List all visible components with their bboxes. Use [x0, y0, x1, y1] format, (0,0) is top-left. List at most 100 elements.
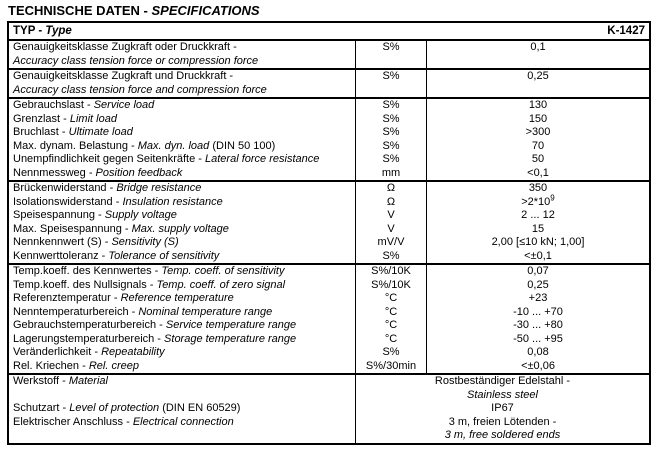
label-de: Lagerungstemperaturbereich - — [13, 332, 161, 345]
spec-label-cell: Brückenwiderstand - Bridge resistance — [9, 182, 356, 196]
spec-unit-cell: S% — [356, 249, 427, 263]
spec-label-cell: Lagerungstemperaturbereich - Storage tem… — [9, 332, 356, 346]
spec-value-cell: -10 ... +70 — [513, 305, 563, 318]
spec-value-cell: 70 — [531, 139, 545, 152]
label-en: Material — [68, 375, 108, 387]
label-en: Accuracy class tension force and compres… — [13, 83, 267, 96]
page-title: TECHNISCHE DATEN - SPECIFICATIONS — [8, 3, 651, 18]
page-title-italic: SPECIFICATIONS — [151, 3, 260, 18]
spec-label-cell: Speisespannung - Supply voltage — [9, 209, 356, 223]
spec-unit-cell: mV/V — [356, 236, 427, 250]
label-de: Genauigkeitsklasse Zugkraft oder Druckkr… — [13, 41, 237, 53]
spec-row: Genauigkeitsklasse Zugkraft oder Druckkr… — [9, 41, 649, 68]
spec-value-cell: 0,07 — [527, 265, 549, 277]
label-line-spacer — [13, 389, 355, 403]
spec-row: Bruchlast - Ultimate load S% >300 — [9, 126, 649, 140]
label-en: Supply voltage — [104, 209, 177, 221]
spec-span-value-cell: Rostbeständiger Edelstahl - Stainless st… — [356, 375, 649, 443]
spec-value-cell: 2,00 [≤10 kN; 1,00] — [491, 236, 585, 248]
value-line: Rostbeständiger Edelstahl - — [434, 375, 571, 387]
label-de: Rel. Kriechen - — [13, 359, 86, 372]
spec-unit-cell: °C — [356, 292, 427, 306]
spec-value-cell: <±0,06 — [521, 359, 555, 372]
spec-label-cell: Temp.koeff. des Kennwertes - Temp. coeff… — [9, 265, 356, 279]
spec-unit-cell: °C — [356, 319, 427, 333]
spec-value-cell: >2*109 — [427, 193, 649, 210]
value-line: 3 m, freien Lötenden - — [448, 415, 557, 428]
label-en: Bridge resistance — [116, 182, 202, 194]
label-en: Sensitivity (S) — [111, 236, 179, 248]
section-temperature: Temp.koeff. des Kennwertes - Temp. coeff… — [9, 263, 649, 373]
spec-label-cell: Veränderlichkeit - Repeatability — [9, 346, 356, 360]
spec-label-cell: Genauigkeitsklasse Zugkraft und Druckkra… — [9, 70, 356, 97]
spec-unit-cell: S%/30min — [356, 359, 427, 373]
spec-label-cell: Max. Speisespannung - Max. supply voltag… — [9, 222, 356, 236]
spec-unit-cell: S% — [356, 112, 427, 126]
value-line-italic: Stainless steel — [467, 388, 538, 401]
section-accuracy-or: Genauigkeitsklasse Zugkraft oder Druckkr… — [9, 39, 649, 68]
spec-row: Veränderlichkeit - Repeatability S% 0,08 — [9, 346, 649, 360]
label-en: Accuracy class tension force or compress… — [13, 54, 259, 67]
label-de: Max. dynam. Belastung - — [13, 139, 135, 152]
label-en: Lateral force resistance — [205, 153, 320, 165]
spec-value-cell: 15 — [531, 222, 545, 235]
spec-value-cell: -50 ... +95 — [513, 332, 563, 345]
label-en: Service load — [93, 99, 155, 111]
spec-value-cell: -30 ... +80 — [513, 319, 563, 331]
label-de: Veränderlichkeit - — [13, 346, 98, 358]
spec-label-cell: Max. dynam. Belastung - Max. dyn. load (… — [9, 139, 356, 153]
value-base: >2*10 — [521, 195, 551, 208]
spec-value-cell: 2 ... 12 — [521, 209, 555, 221]
label-en: Insulation resistance — [122, 195, 223, 208]
spec-row: Temp.koeff. des Kennwertes - Temp. coeff… — [9, 265, 649, 279]
spec-row: Referenztemperatur - Reference temperatu… — [9, 292, 649, 306]
label-de: Bruchlast - — [13, 126, 66, 138]
type-label-en: Type — [45, 25, 72, 37]
label-en: Service temperature range — [165, 319, 297, 331]
spec-label-cell: Bruchlast - Ultimate load — [9, 126, 356, 140]
label-en: Max. dyn. load — [137, 139, 210, 152]
spec-row: Max. Speisespannung - Max. supply voltag… — [9, 222, 649, 236]
spec-value-cell: 0,1 — [530, 41, 546, 53]
spec-value-cell: >300 — [525, 126, 551, 138]
label-en: Repeatability — [101, 346, 165, 358]
spec-label-cell: Grenzlast - Limit load — [9, 112, 356, 126]
spec-value-cell: +23 — [528, 292, 548, 304]
label-de: Gebrauchstemperaturbereich - — [13, 319, 163, 331]
spec-unit-cell: Ω — [356, 195, 427, 209]
spec-row: Werkstoff - Material Schutzart - Level o… — [9, 375, 649, 443]
label-de: Nenntemperaturbereich - — [13, 305, 136, 318]
spec-table: TYP - Type K-1427 Genauigkeitsklasse Zug… — [7, 21, 651, 445]
spec-unit-cell: S% — [356, 126, 427, 140]
spec-label-cell: Gebrauchslast - Service load — [9, 99, 356, 113]
spec-label-cell: Nenntemperaturbereich - Nominal temperat… — [9, 305, 356, 319]
spec-row: Brückenwiderstand - Bridge resistance Ω … — [9, 182, 649, 196]
spec-row: Isolationswiderstand - Insulation resist… — [9, 193, 649, 210]
label-line: Schutzart - Level of protection (DIN EN … — [13, 402, 355, 416]
spec-label-cell: Genauigkeitsklasse Zugkraft oder Druckkr… — [9, 41, 356, 68]
spec-label-cell: Rel. Kriechen - Rel. creep — [9, 359, 356, 373]
label-de: Nennkennwert (S) - — [13, 236, 109, 248]
label-line: Werkstoff - Material — [13, 375, 355, 389]
spec-row: Nennkennwert (S) - Sensitivity (S) mV/V … — [9, 236, 649, 250]
label-en: Rel. creep — [88, 359, 139, 372]
spec-value-cell: 350 — [528, 182, 548, 194]
spec-label-cell: Referenztemperatur - Reference temperatu… — [9, 292, 356, 306]
spec-row: Kennwerttoleranz - Tolerance of sensitiv… — [9, 249, 649, 263]
label-en: Level of protection — [69, 402, 160, 414]
label-line: Elektrischer Anschluss - Electrical conn… — [13, 416, 355, 430]
spec-unit-cell: mm — [356, 166, 427, 180]
label-en: Max. supply voltage — [131, 222, 229, 235]
label-de: Elektrischer Anschluss - — [13, 415, 130, 428]
spec-value-cell: 150 — [528, 112, 548, 125]
spec-unit-cell: S% — [356, 153, 427, 167]
label-de: Temp.koeff. des Nullsignals - — [13, 278, 154, 291]
label-en: Storage temperature range — [164, 332, 297, 345]
spec-value-cell: 50 — [531, 153, 545, 165]
label-suffix: (DIN EN 60529) — [162, 402, 241, 414]
label-en: Electrical connection — [132, 415, 234, 428]
spec-value-cell: 0,25 — [527, 70, 549, 82]
label-suffix: (DIN 50 100) — [212, 139, 276, 152]
label-en: Temp. coeff. of sensitivity — [161, 265, 285, 277]
spec-unit-cell: S% — [356, 346, 427, 360]
